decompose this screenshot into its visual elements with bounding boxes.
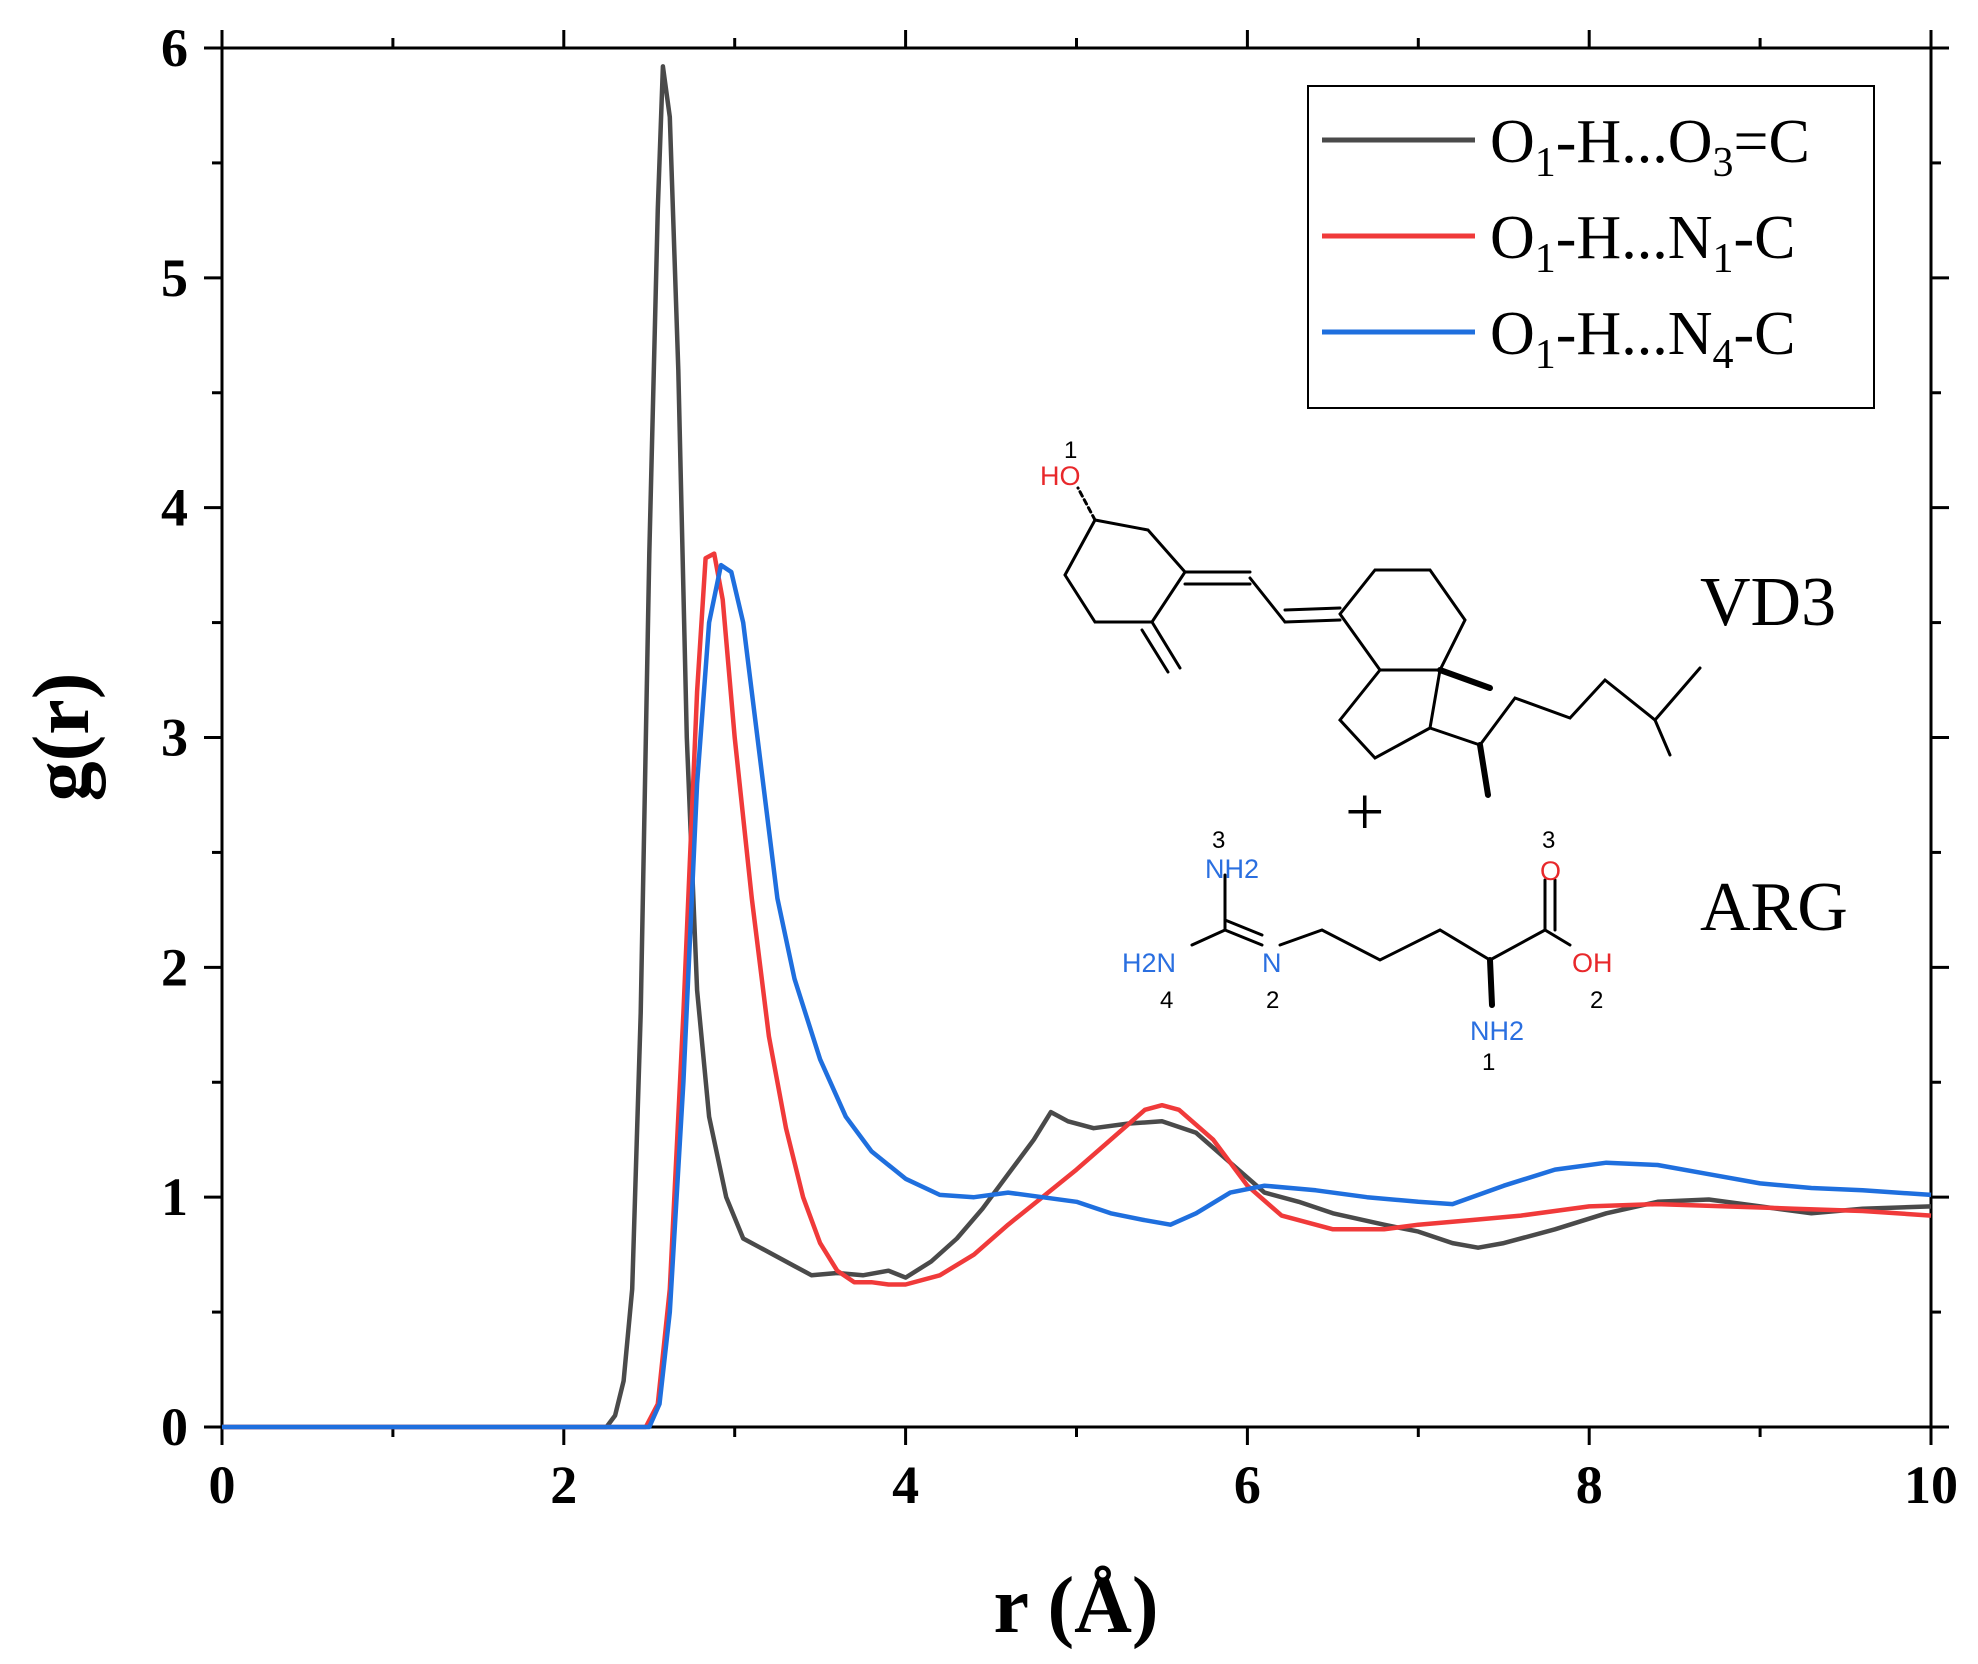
series-line-3: [222, 562, 1932, 1430]
x-tick-label: 4: [892, 1455, 919, 1515]
arg-nh2-alpha-number: 1: [1482, 1049, 1495, 1076]
x-tick-label: 10: [1904, 1455, 1958, 1515]
vd3-d-ring-bond: [1338, 668, 1442, 760]
arg-chain: [1278, 928, 1572, 962]
vd3-side-methyl-2: [1653, 718, 1672, 757]
vd3-methylene-bond: [1150, 620, 1182, 670]
arg-oh-number: 2: [1590, 987, 1603, 1014]
arg-o-carbonyl: O: [1540, 856, 1561, 886]
arg-alpha-nh2-bond: [1487, 957, 1495, 1008]
x-tick-label: 0: [209, 1455, 236, 1515]
legend-label-3: O1-H...N4-C: [1490, 300, 1795, 378]
series-line-1: [222, 64, 1932, 1430]
arg-nh2-top: NH2: [1205, 854, 1259, 884]
arg-h2n-left: H2N: [1122, 948, 1176, 978]
arg-structure: [1190, 873, 1572, 1008]
arg-nh2-alpha: NH2: [1470, 1016, 1524, 1046]
x-tick-label: 6: [1234, 1455, 1261, 1515]
arg-label: ARG: [1700, 869, 1848, 946]
legend: O1-H...O3=C O1-H...N1-C O1-H...N4-C: [1307, 85, 1875, 409]
legend-label-1: O1-H...O3=C: [1490, 108, 1810, 186]
vd3-linker-3b: [1283, 606, 1342, 612]
arg-o-carbonyl-number: 3: [1542, 827, 1555, 854]
y-tick-label: 0: [161, 1397, 188, 1457]
vd3-linker-3: [1283, 618, 1342, 624]
legend-items: O1-H...O3=C O1-H...N1-C O1-H...N4-C: [1322, 108, 1810, 378]
arg-h2n-left-number: 4: [1160, 987, 1173, 1014]
x-tick-label: 8: [1576, 1455, 1603, 1515]
vd3-methylene-bond-2: [1140, 628, 1170, 674]
vd3-oh-number: 1: [1064, 437, 1077, 464]
legend-label-2: O1-H...N1-C: [1490, 204, 1795, 282]
vd3-side-methyl-1: [1477, 742, 1491, 798]
arg-nh2-top-number: 3: [1212, 827, 1225, 854]
axis-tick-labels: 0 2 4 6 8 10 0 1 2 3 4 5 6: [161, 18, 1958, 1515]
vd3-a-ring-bond: [1063, 518, 1187, 624]
plus-sign: +: [1345, 774, 1384, 851]
x-tick-label: 2: [550, 1455, 577, 1515]
arg-bond-c-h2n: [1190, 928, 1227, 947]
arg-bond-c-n: [1223, 928, 1264, 947]
y-tick-label: 2: [161, 937, 188, 997]
vd3-linker-2: [1248, 576, 1287, 624]
x-axis-label: r (Å): [993, 1562, 1158, 1650]
arg-oh: OH: [1572, 948, 1613, 978]
y-tick-label: 4: [161, 478, 188, 538]
vd3-oh-label: HO: [1040, 461, 1081, 491]
data-lines: [222, 64, 1932, 1430]
vd3-oh-bond: [1076, 486, 1097, 522]
arg-bond-c-nb: [1223, 918, 1264, 937]
y-tick-label: 3: [161, 708, 188, 768]
y-axis-label: g(r): [18, 673, 106, 802]
vd3-label: VD3: [1700, 564, 1836, 641]
y-tick-label: 6: [161, 18, 188, 78]
vd3-structure: [1063, 486, 1702, 798]
vd3-c-ring-bond: [1338, 568, 1467, 672]
y-tick-label: 5: [161, 248, 188, 308]
arg-n-imine: N: [1262, 948, 1282, 978]
y-tick-label: 1: [161, 1167, 188, 1227]
series-line-2: [222, 551, 1932, 1430]
axis-ticks: [204, 30, 1949, 1445]
vd3-methyl-bond: [1437, 667, 1493, 691]
arg-n-imine-number: 2: [1266, 987, 1279, 1014]
